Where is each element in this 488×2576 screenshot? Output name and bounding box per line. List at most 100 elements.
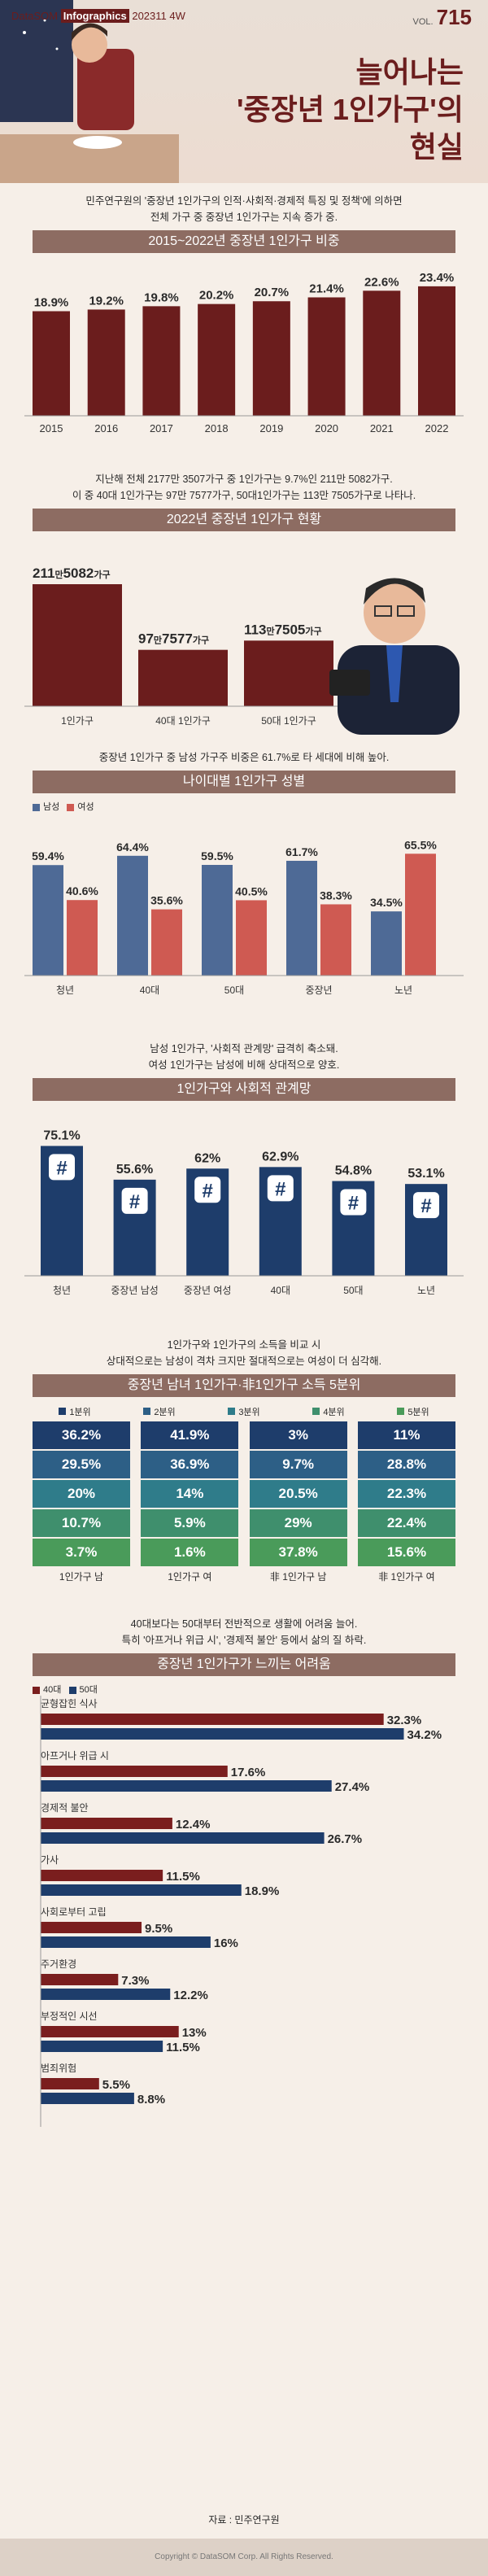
x-tick-label: 중장년 [305,985,332,996]
legend-item: 2분위 [143,1405,176,1418]
hashtag-icon [121,1187,148,1214]
legend-item: 1분위 [59,1405,91,1418]
source-text: 자료 : 민주연구원 [208,2514,280,2526]
category-label: 주거환경 [41,1958,76,1970]
bar [41,2078,99,2089]
bar [41,2093,134,2104]
bar-value-label: 26.7% [328,1832,363,1846]
bar-value-label: 38.3% [320,889,352,902]
brand: DataSOM Infographics 202311 4W [11,9,185,23]
bar-value-label: 9.5% [145,1922,172,1936]
chart-households: 211만5082가구 1인가구 97만7577가구 40대 1인가구 113만7505가… [24,565,342,727]
hashtag-icon: # [203,1180,213,1202]
bar-value-label: 19.8% [144,290,179,304]
quintile-cell: 15.6% [357,1539,455,1566]
bar-value-label: 34.5% [370,896,403,909]
bar [252,301,290,416]
x-tick-label: 40대 1인가구 [155,715,211,727]
bar-value-label: 62% [194,1151,220,1165]
bar [41,1780,332,1792]
bar-value-label: 62.9% [262,1150,298,1164]
bar [41,1884,242,1896]
category-label: 경제적 불안 [41,1802,89,1814]
bar-value-label: 8.8% [137,2093,165,2107]
bar-value-label: 97만7577가구 [138,631,209,647]
bar-value-label: 54.8% [335,1164,372,1178]
section-title-5: 중장년 남녀 1인가구·非1인가구 소득 5분위 [33,1374,455,1397]
quintile-label: 非 1인가구 남 [269,1571,327,1583]
section6-text: 40대보다는 50대부터 전반적으로 생활에 어려움 늘어. 특히 '아프거나 위… [121,1618,367,1646]
bar [202,865,233,976]
hashtag-icon [413,1192,439,1219]
quintile-cell: 3% [249,1421,347,1449]
bar [41,1922,142,1933]
legend-item: 3분위 [228,1405,260,1418]
quintile-cell: 20% [33,1480,130,1508]
section-title-3: 나이대별 1인가구 성별 [33,771,455,793]
bar-value-label: 75.1% [43,1129,80,1142]
x-tick-label: 50대 [224,985,244,996]
header: DataSOM Infographics 202311 4W VOL. 715 늘… [0,0,488,183]
category-label: 부정적인 시선 [41,2011,98,2022]
quintile-cell: 37.8% [249,1539,347,1566]
section-title-2: 2022년 중장년 1인가구 현황 [33,509,455,531]
x-tick-label: 중장년 여성 [184,1285,232,1296]
bar [41,1714,384,1725]
hashtag-icon: # [56,1157,67,1179]
quintile-column: 36.2% 29.5% 20% 10.7% 3.7% 1인가구 남 [33,1421,130,1583]
bar [142,306,181,416]
businessman-illustration [329,578,460,735]
bar-value-label: 35.6% [150,894,183,907]
hashtag-icon [340,1189,367,1216]
hashtag-icon [194,1177,221,1203]
bar [33,865,63,976]
bar-value-label: 5.5% [102,2078,130,2092]
x-tick-label: 2016 [94,422,118,434]
bar [41,1832,325,1844]
bar-value-label: 34.2% [407,1728,442,1742]
bar-value-label: 12.2% [173,1989,208,2002]
bar-value-label: 32.3% [387,1714,422,1727]
x-tick-label: 노년 [417,1285,435,1296]
x-tick-label: 2019 [259,422,283,434]
x-tick-label: 40대 [140,985,159,996]
category-label: 균형잡힌 식사 [41,1698,98,1709]
bar-value-label: 11.5% [166,2041,200,2054]
bar [41,1818,172,1829]
bar [67,900,98,976]
section-title-4: 1인가구와 사회적 관계망 [33,1078,455,1101]
bar [405,854,436,976]
quintile-cell: 36.2% [33,1421,130,1449]
quintile-cell: 11% [357,1421,455,1449]
x-tick-label: 2022 [425,422,449,434]
quintile-column: 41.9% 36.9% 14% 5.9% 1.6% 1인가구 여 [141,1421,239,1583]
bar [33,584,122,706]
bar-value-label: 40.5% [235,884,268,897]
category-label: 가사 [41,1854,59,1866]
category-label: 범죄위험 [41,2063,76,2074]
x-tick-label: 1인가구 [61,715,94,727]
hashtag-icon: # [275,1178,285,1200]
bar-value-label: 20.2% [199,289,234,303]
bar-value-label: 27.4% [335,1780,370,1794]
bar-value-label: 21.4% [309,282,344,295]
quintile-cell: 3.7% [33,1539,130,1566]
category-label: 아프거나 위급 시 [41,1750,109,1762]
hashtag-icon [267,1175,294,1202]
quintile-cell: 22.3% [357,1480,455,1508]
page-title: 늘어나는 '중장년 1인가구'의 현실 [237,55,464,164]
x-tick-label: 중장년 남성 [111,1285,159,1296]
quintile-column: 3% 9.7% 20.5% 29% 37.8% 非 1인가구 남 [249,1421,347,1583]
bar-value-label: 61.7% [285,845,318,858]
quintile-cell: 1.6% [141,1539,239,1566]
bar [41,2041,163,2052]
category-label: 사회로부터 고립 [41,1906,107,1918]
bar-value-label: 13% [182,2026,207,2040]
section4-text: 남성 1인가구, '사회적 관계망' 급격히 축소돼. 여성 1인가구는 남성에 … [148,1043,340,1071]
section-title-6: 중장년 1인가구가 느끼는 어려움 [33,1653,455,1676]
bar-value-label: 23.4% [420,271,455,285]
quintile-cell: 29% [249,1509,347,1537]
legend-item: 5분위 [397,1405,429,1418]
x-tick-label: 청년 [56,985,74,996]
bar [363,290,401,416]
